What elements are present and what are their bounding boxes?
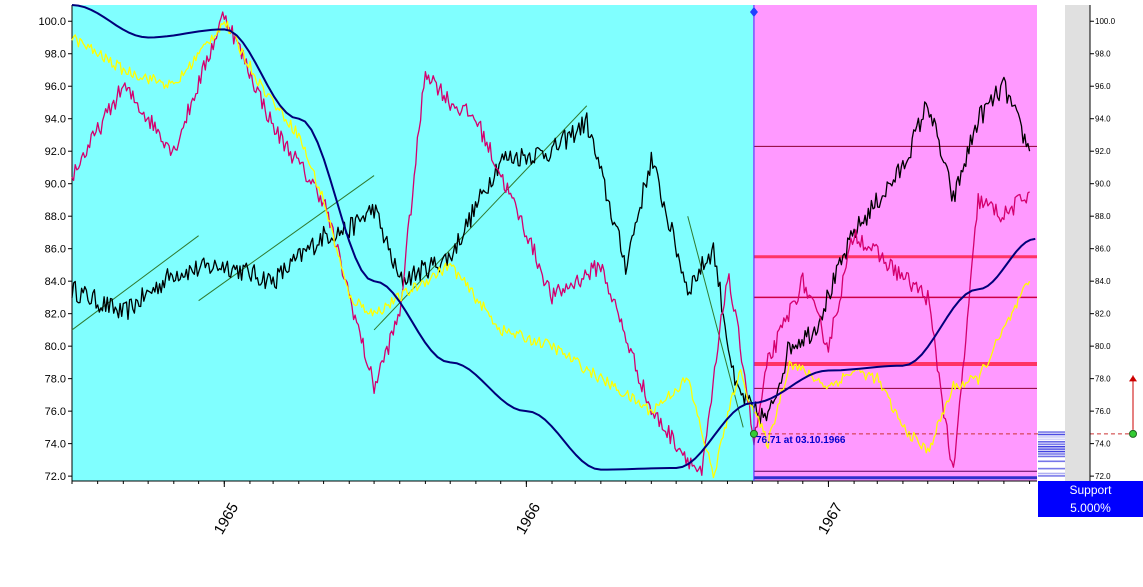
series-lines [71, 4, 1036, 479]
support-percent: 5.000% [1038, 499, 1143, 517]
right-tick-label: 86.0 [1095, 245, 1111, 254]
right-axis-strip [1065, 5, 1090, 481]
right-tick-label: 94.0 [1095, 115, 1111, 124]
right-tick-label: 78.0 [1095, 375, 1111, 384]
y-tick-label: 90.0 [45, 179, 66, 191]
y-tick-label: 80.0 [45, 341, 66, 353]
histogram-bar [1038, 441, 1065, 443]
histogram-bar [1038, 450, 1065, 453]
histogram-bar [1038, 448, 1065, 450]
x-tick-label: 1967 [815, 500, 846, 537]
y-tick-label: 96.0 [45, 81, 66, 93]
right-tick-label: 74.0 [1095, 440, 1111, 449]
series-line [71, 4, 1036, 471]
arrow-up-icon [1129, 375, 1137, 382]
y-tick-label: 86.0 [45, 244, 66, 256]
y-tick-label: 78.0 [45, 374, 66, 386]
y-axis: 72.0 74.0 76.0 78.0 80.0 82.0 84.0 86.0 88.0 90.0… [38, 5, 73, 483]
histogram-bar [1038, 467, 1065, 470]
right-tick-label: 92.0 [1095, 147, 1111, 156]
trend-line [198, 175, 375, 302]
y-tick-label: 72.0 [45, 471, 66, 483]
y-tick-label: 84.0 [45, 276, 66, 288]
x-tick-label: 1966 [513, 500, 544, 537]
y-tick-label: 76.0 [45, 406, 66, 418]
series-line [71, 11, 1030, 476]
histogram-bar [1038, 436, 1065, 438]
y-tick-label: 74.0 [45, 439, 66, 451]
histogram-bar [1038, 475, 1065, 477]
y-tick-label: 88.0 [45, 211, 66, 223]
right-tick-label: 72.0 [1095, 472, 1111, 481]
support-handle-right[interactable] [1129, 429, 1137, 438]
histogram-bar [1038, 431, 1065, 433]
series-line [71, 76, 1031, 425]
right-tick-label: 98.0 [1095, 50, 1111, 59]
right-tick-label: 84.0 [1095, 277, 1111, 286]
histogram-bar [1038, 455, 1065, 458]
forecast-background [753, 5, 1037, 481]
histogram-panel [1038, 5, 1065, 481]
right-tick-label: 100.0 [1095, 17, 1116, 26]
y-tick-label: 94.0 [45, 114, 66, 126]
y-tick-label: 82.0 [45, 309, 66, 321]
histogram-bar [1038, 460, 1065, 463]
support-handle-left[interactable] [749, 429, 758, 438]
right-tick-label: 96.0 [1095, 82, 1111, 91]
right-tick-label: 88.0 [1095, 212, 1111, 221]
x-axis: 1965 1966 1967 [71, 480, 1037, 537]
y-tick-label: 98.0 [45, 49, 66, 61]
right-tick-label: 90.0 [1095, 180, 1111, 189]
histogram-bar [1038, 445, 1065, 448]
right-axis: 72.0 74.0 76.0 78.0 80.0 82.0 84.0 86.0 88.0 90.0… [1089, 5, 1116, 481]
histogram-bar [1038, 433, 1065, 436]
right-tick-label: 82.0 [1095, 310, 1111, 319]
histogram-bar [1038, 453, 1065, 455]
trend-line [71, 235, 199, 331]
support-annotation: 76.71 at 03.10.1966 [756, 435, 846, 446]
histogram-bar [1038, 438, 1065, 441]
y-tick-label: 100.0 [38, 16, 66, 28]
divider-marker-icon[interactable] [749, 7, 758, 17]
support-label: Support [1038, 481, 1143, 499]
horizontal-levels [753, 145, 1037, 480]
histogram-bar [1038, 472, 1065, 475]
y-tick-label: 92.0 [45, 146, 66, 158]
right-tick-label: 80.0 [1095, 342, 1111, 351]
histogram-bar [1038, 443, 1065, 446]
right-tick-label: 76.0 [1095, 407, 1111, 416]
trend-line [687, 216, 744, 428]
x-tick-label: 1965 [211, 500, 242, 537]
